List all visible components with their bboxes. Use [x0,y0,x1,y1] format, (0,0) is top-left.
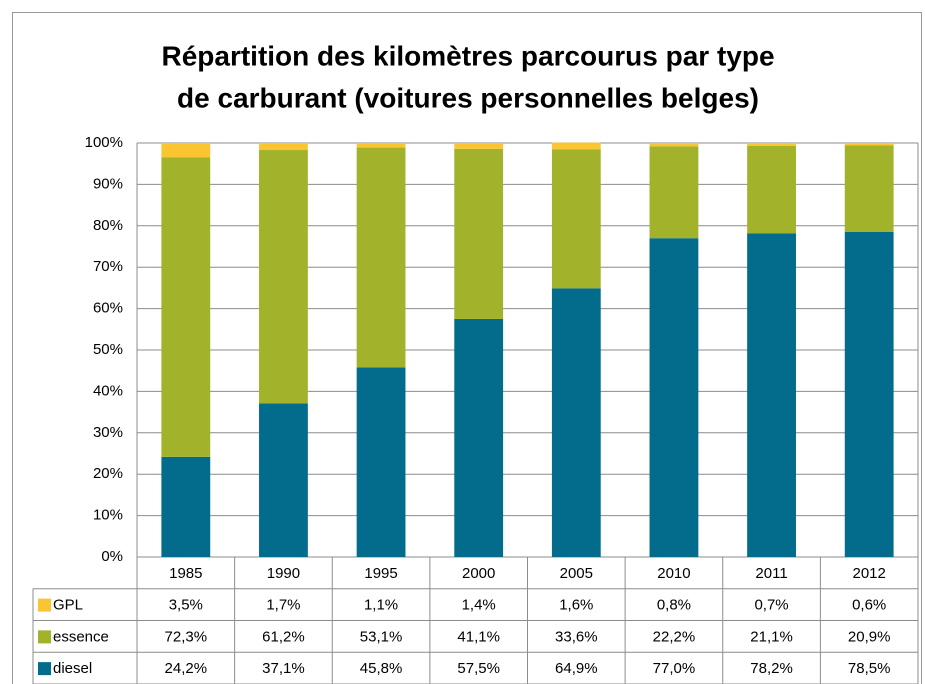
legend-swatch [38,662,51,676]
bar-segment [356,367,406,557]
x-tick-label: 2012 [853,565,886,582]
y-tick-label: 90% [93,175,123,192]
data-label: 1,6% [559,597,593,614]
data-label: 41,1% [457,628,500,645]
bar-segment [356,147,406,368]
bar-segment [844,145,894,233]
y-tick-label: 20% [93,465,123,482]
data-label: 78,5% [848,660,891,677]
y-tick-label: 10% [93,507,123,524]
bar-segment [844,143,894,146]
x-tick-label: 1990 [267,565,300,582]
data-label: 33,6% [555,628,598,645]
legend-label: essence [53,628,109,645]
bar-segment [747,233,796,557]
bar-segment [259,150,308,404]
y-tick-label: 50% [93,341,123,358]
data-label: 0,7% [754,597,788,614]
bar-segment [844,232,894,557]
chart-title: de carburant (voitures personnelles belg… [177,82,759,113]
data-label: 1,1% [364,597,398,614]
data-label: 37,1% [262,660,305,677]
y-tick-label: 40% [93,382,123,399]
bar-segment [259,143,308,151]
bar-segment [454,148,504,319]
bar-segment [551,142,601,150]
bar-segment [649,146,699,239]
bar-segment [161,143,211,158]
data-label: 0,6% [852,597,886,614]
data-label: 45,8% [360,660,403,677]
y-tick-label: 70% [93,258,123,275]
bar-segment [551,288,601,557]
legend-label: GPL [53,597,83,614]
data-label: 72,3% [165,628,208,645]
bar-segment [747,143,796,146]
x-tick-label: 2011 [755,565,787,582]
data-label: 57,5% [457,660,500,677]
x-tick-label: 2000 [462,565,495,582]
data-label: 0,8% [657,597,691,614]
bar-segment [454,143,504,149]
data-label: 1,7% [266,597,300,614]
legend-swatch [38,598,51,612]
legend-swatch [38,630,51,644]
x-tick-label: 2005 [560,565,593,582]
data-label: 1,4% [462,597,496,614]
data-label: 77,0% [653,660,696,677]
y-tick-label: 60% [93,300,123,317]
x-tick-label: 1985 [169,565,202,582]
y-tick-label: 100% [85,134,123,151]
data-label: 3,5% [169,597,203,614]
bar-segment [747,145,796,234]
x-tick-label: 1995 [364,565,397,582]
data-label: 78,2% [750,660,793,677]
bar-segment [161,456,211,557]
data-label: 22,2% [653,628,696,645]
y-tick-label: 30% [93,424,123,441]
bar-segment [356,143,406,148]
chart-title: Répartition des kilomètres parcourus par… [161,40,774,71]
bar-segment [649,143,699,147]
data-label: 61,2% [262,628,305,645]
data-label: 21,1% [750,628,793,645]
data-label: 20,9% [848,628,891,645]
bar-segment [454,318,504,557]
data-label: 53,1% [360,628,403,645]
y-tick-label: 0% [101,548,123,565]
y-tick-label: 80% [93,217,123,234]
bar-segment [551,149,601,289]
bar-segment [259,403,308,557]
data-label: 24,2% [165,660,208,677]
data-label: 64,9% [555,660,598,677]
bar-segment [649,238,699,557]
bar-segment [161,157,211,457]
legend-label: diesel [53,660,92,677]
x-tick-label: 2010 [657,565,690,582]
